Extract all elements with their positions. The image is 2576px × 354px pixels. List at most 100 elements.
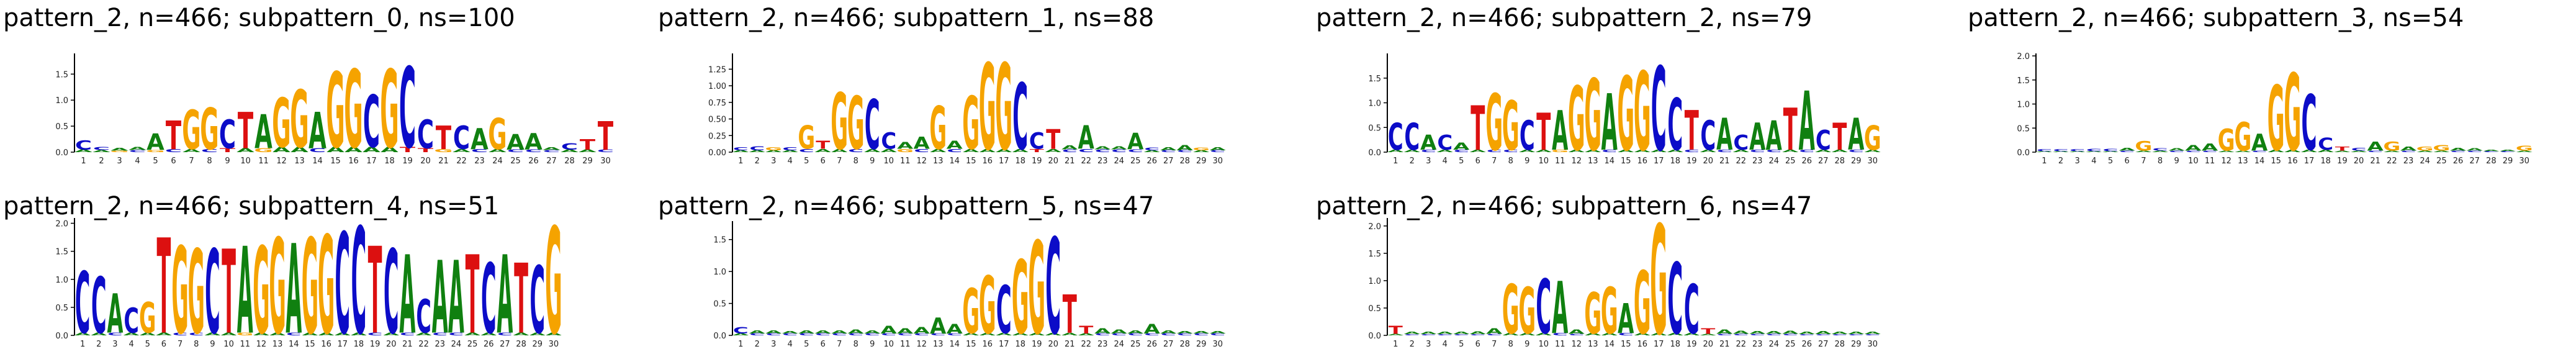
x-tick-label: 28 [1179,340,1190,349]
y-tick-label: 0.0 [55,148,68,158]
x-tick-label: 17 [366,157,377,166]
x-tick-label: 14 [1604,157,1615,166]
x-tick-label: 10 [1538,340,1549,349]
x-tick-label: 14 [1604,340,1615,349]
x-tick-label: 28 [1834,157,1845,166]
x-tick-label: 2 [1410,157,1415,166]
logo-letter-A: A [1193,150,1210,153]
logo-letter-C: C [1421,334,1436,336]
x-tick-label: 25 [467,340,478,349]
logo-letter-G: G [326,52,345,171]
x-tick-label: 9 [1524,340,1529,349]
logo-letter-A: A [1716,110,1732,161]
x-tick-label: 10 [883,157,894,166]
logo-letter-A: A [914,134,930,153]
logo-letter-A: A [1865,149,1881,153]
logo-letter-A: A [1144,321,1160,337]
x-tick-label: 19 [370,340,381,349]
logo-letter-A: A [1519,333,1536,337]
x-tick-label: 6 [1475,340,1480,349]
logo-letter-C: C [1095,148,1110,153]
logo-letter-G: G [380,48,399,173]
x-tick-label: 17 [337,340,348,349]
x-tick-label: 30 [1212,340,1223,349]
y-tick-label: 0.0 [55,332,68,341]
x-tick-label: 27 [1818,340,1829,349]
x-tick-label: 17 [1654,340,1664,349]
logo-letter-C: C [432,332,448,336]
x-tick-label: 3 [117,157,122,166]
logo-letter-C: C [1177,150,1192,153]
x-tick-label: 25 [1785,340,1796,349]
x-tick-label: 29 [582,157,593,166]
x-tick-label: 11 [900,340,911,349]
logo-letter-C: C [1421,149,1436,153]
x-tick-label: 21 [2370,157,2380,166]
logo-letter-G: G [979,40,996,177]
x-tick-label: 18 [384,157,395,166]
logo-letter-A: A [237,223,253,354]
x-tick-label: 27 [500,340,510,349]
logo-letter-C: C [507,149,524,153]
y-tick-label: 1.5 [2017,76,2030,86]
logo-letter-A: A [1420,131,1436,155]
x-tick-label: 2 [755,340,760,349]
logo-letter-T: T [1046,124,1060,155]
x-tick-label: 13 [933,157,943,166]
logo-letter-A: A [1569,149,1585,153]
x-tick-label: 24 [451,340,462,349]
logo-letter-T: T [1030,148,1044,153]
logo-letter-A: A [464,332,480,336]
x-tick-label: 17 [999,340,1009,349]
logo-letter-A: A [881,148,897,153]
x-tick-label: 11 [1555,340,1565,349]
logo-letter-G: G [1012,239,1029,354]
logo-letter-G: G [929,94,947,163]
y-tick-label: 0.75 [708,99,726,108]
logo-letter-A: A [815,329,831,334]
logo-letter-C: C [1601,149,1617,153]
logo-letter-G: G [1502,88,1520,166]
x-tick-label: 8 [2158,157,2163,166]
x-tick-label: 5 [1459,340,1464,349]
x-tick-label: 3 [1426,340,1431,349]
logo-letter-A: A [1733,330,1749,335]
x-tick-label: 25 [510,157,521,166]
x-tick-label: 10 [1538,157,1549,166]
x-tick-label: 21 [1065,157,1075,166]
x-tick-label: 18 [1015,157,1025,166]
logo-letter-A: A [1749,330,1765,335]
x-tick-label: 25 [1785,157,1796,166]
logo-letter-A: A [253,332,269,336]
logo-letter-A: A [1144,150,1161,153]
logo-letter-C: C [1404,334,1420,336]
x-tick-label: 6 [1475,157,1480,166]
logo-letter-A: A [1127,129,1144,156]
x-tick-label: 23 [1097,340,1108,349]
logo-letter-A: A [798,329,814,334]
x-tick-label: 1 [738,157,743,166]
logo-letter-A: A [1799,74,1815,169]
x-tick-label: 16 [982,157,993,166]
logo-letter-A: A [1210,330,1227,335]
x-tick-label: 22 [418,340,429,349]
x-tick-label: 4 [135,157,140,166]
logo-letter-A: A [1012,332,1029,337]
logo-letter-A: A [290,146,309,154]
x-tick-label: 14 [289,340,299,349]
logo-letter-C: C [815,333,831,336]
x-tick-label: 23 [474,157,485,166]
x-tick-label: 6 [161,340,166,349]
x-tick-label: 30 [1212,157,1223,166]
x-tick-label: 18 [1670,157,1680,166]
logo-panel-2: pattern_2, n=466; subpattern_2, ns=79 0.0… [1316,4,1881,178]
logo-letter-A: A [2152,150,2169,153]
logo-letter-C: C [107,332,123,336]
x-tick-label: 15 [966,340,976,349]
x-tick-label: 6 [821,157,826,166]
logo-letter-C: C [914,148,929,153]
x-tick-label: 19 [1687,157,1697,166]
x-tick-label: 21 [1719,157,1730,166]
logo-letter-G: G [896,148,914,153]
logo-letter-C: C [1012,65,1028,171]
